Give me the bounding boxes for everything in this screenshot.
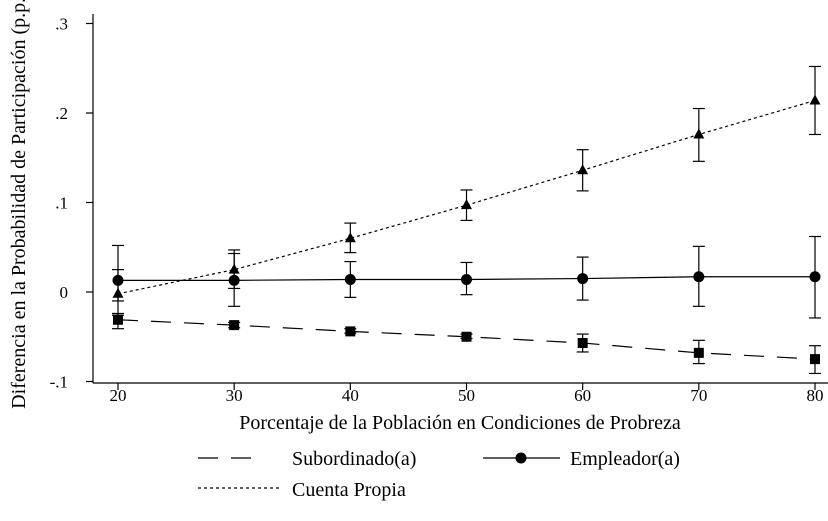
- data-point-triangle: [461, 199, 472, 210]
- y-tick-label: .2: [55, 104, 68, 123]
- data-point-square: [345, 326, 356, 337]
- plot-area: -.1 0 .1 .2 .3 20 30 40 50 60 70 80: [50, 14, 828, 405]
- y-tick-label: 0: [60, 283, 69, 302]
- x-tick-label: 60: [574, 386, 591, 405]
- y-tick-label: .1: [55, 194, 68, 213]
- y-tick-label: .3: [55, 15, 68, 34]
- data-point-circle: [461, 273, 472, 285]
- data-point-circle: [344, 273, 356, 285]
- y-axis-title: Diferencia en la Probabilidad de Partici…: [8, 0, 30, 409]
- data-point-triangle: [577, 164, 589, 175]
- x-axis-title: Porcentaje de la Población en Condicione…: [239, 412, 681, 434]
- series-3: [112, 65, 821, 302]
- data-point-triangle: [112, 287, 124, 298]
- data-point-triangle: [228, 263, 240, 274]
- data-point-square: [113, 314, 123, 325]
- series-1: [112, 312, 821, 375]
- data-point-triangle: [693, 128, 705, 139]
- x-tick-label: 80: [807, 386, 824, 405]
- data-point-circle: [577, 273, 589, 285]
- data-point-square: [229, 320, 240, 331]
- x-tick-label: 70: [690, 386, 707, 405]
- data-point-circle: [693, 271, 705, 283]
- x-tick-label: 50: [458, 386, 475, 405]
- data-point-square: [577, 338, 588, 349]
- x-tick-label: 40: [342, 386, 359, 405]
- data-point-square: [693, 347, 704, 358]
- x-tick-label: 30: [226, 386, 243, 405]
- data-point-square: [810, 354, 820, 365]
- data-point-circle: [809, 271, 821, 283]
- series-layer: [112, 65, 821, 375]
- y-tick-label: -.1: [50, 373, 68, 392]
- legend-marker-empleador: [515, 452, 527, 464]
- legend-label-subordinado: Subordinado(a): [292, 448, 416, 470]
- y-ticks: -.1 0 .1 .2 .3: [50, 15, 93, 392]
- data-point-triangle: [809, 94, 821, 105]
- legend: Subordinado(a) Empleador(a) Cuenta Propi…: [198, 448, 680, 501]
- legend-label-cuenta-propia: Cuenta Propia: [292, 479, 406, 501]
- x-ticks: 20 30 40 50 60 70 80: [110, 383, 824, 405]
- data-point-square: [461, 331, 472, 342]
- x-tick-label: 20: [110, 386, 127, 405]
- data-point-triangle: [344, 232, 356, 243]
- legend-label-empleador: Empleador(a): [570, 448, 680, 470]
- series-2: [112, 235, 821, 319]
